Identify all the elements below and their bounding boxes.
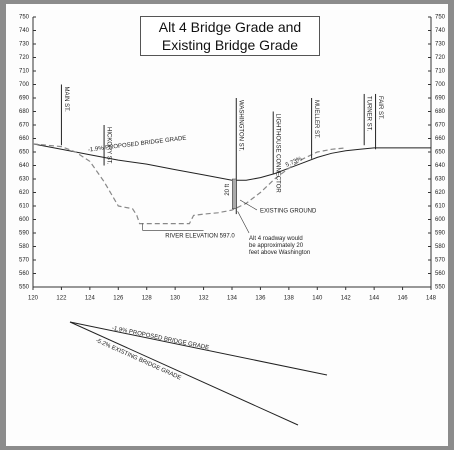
y-tick-label: 690	[435, 96, 446, 102]
y-tick-label: 670	[19, 123, 30, 129]
y-tick-label: 630	[435, 177, 446, 183]
y-tick-label: 660	[19, 136, 30, 142]
y-tick-label: 600	[19, 217, 30, 223]
chart: -1.9% PROPOSED BRIDGE GRADE -5.2% EXISTI…	[0, 0, 454, 450]
y-tick-label: 710	[435, 69, 446, 75]
x-tick-label: 122	[56, 296, 67, 302]
note-line: be approximately 20	[249, 243, 304, 249]
y-tick-label: 570	[435, 258, 446, 264]
y-tick-label: 610	[19, 204, 30, 210]
paper	[6, 4, 448, 446]
y-tick-label: 590	[19, 231, 30, 237]
annotation: 20 ft	[225, 184, 231, 196]
y-tick-label: 620	[435, 190, 446, 196]
y-tick-label: 750	[19, 15, 30, 21]
x-tick-label: 136	[255, 296, 266, 302]
y-tick-label: 710	[19, 69, 30, 75]
x-tick-label: 130	[170, 296, 181, 302]
height-marker	[232, 179, 236, 209]
x-tick-label: 140	[312, 296, 323, 302]
street-label: LIGHTHOUSE CONNECTOR	[275, 114, 281, 194]
note-line: feet above Washington	[249, 250, 310, 256]
y-tick-label: 680	[435, 109, 446, 115]
y-tick-label: 730	[435, 42, 446, 48]
y-tick-label: 630	[19, 177, 30, 183]
y-tick-label: 550	[435, 285, 446, 291]
y-tick-label: 650	[435, 150, 446, 156]
y-tick-label: 580	[19, 244, 30, 250]
y-tick-label: 610	[435, 204, 446, 210]
street-label: MAIN ST.	[63, 87, 69, 113]
x-tick-label: 134	[227, 296, 238, 302]
frame: -1.9% PROPOSED BRIDGE GRADE -5.2% EXISTI…	[0, 0, 454, 450]
x-tick-label: 124	[85, 296, 96, 302]
street-label: WASHINGTON ST.	[238, 100, 244, 152]
y-tick-label: 740	[435, 28, 446, 34]
y-tick-label: 550	[19, 285, 30, 291]
note-line: Alt 4 roadway would	[249, 236, 303, 242]
y-tick-label: 740	[19, 28, 30, 34]
y-tick-label: 580	[435, 244, 446, 250]
x-tick-label: 132	[199, 296, 210, 302]
x-tick-label: 128	[142, 296, 153, 302]
street-label: MUELLER ST.	[313, 100, 319, 139]
y-tick-label: 660	[435, 136, 446, 142]
y-tick-label: 750	[435, 15, 446, 21]
series-label: EXISTING GROUND	[260, 209, 317, 215]
annotation: RIVER ELEVATION 597.0	[165, 233, 235, 239]
x-tick-label: 146	[398, 296, 409, 302]
y-tick-label: 680	[19, 109, 30, 115]
y-tick-label: 640	[435, 163, 446, 169]
y-tick-label: 700	[19, 82, 30, 88]
y-tick-label: 730	[19, 42, 30, 48]
x-tick-label: 144	[369, 296, 380, 302]
street-label: HICKORY ST.	[105, 127, 111, 165]
y-tick-label: 640	[19, 163, 30, 169]
page: -1.9% PROPOSED BRIDGE GRADE -5.2% EXISTI…	[0, 0, 454, 450]
x-tick-label: 148	[426, 296, 437, 302]
x-tick-label: 142	[341, 296, 352, 302]
y-tick-label: 690	[19, 96, 30, 102]
street-label: FAIR ST.	[377, 96, 383, 120]
y-tick-label: 590	[435, 231, 446, 237]
y-tick-label: 560	[435, 271, 446, 277]
y-tick-label: 650	[19, 150, 30, 156]
y-tick-label: 560	[19, 271, 30, 277]
x-tick-label: 138	[284, 296, 295, 302]
x-tick-label: 120	[28, 296, 39, 302]
y-tick-label: 600	[435, 217, 446, 223]
x-tick-label: 126	[113, 296, 124, 302]
street-label: TURNER ST.	[366, 96, 372, 132]
chart-title: Alt 4 Bridge Grade and Existing Bridge G…	[140, 16, 320, 56]
y-tick-label: 720	[435, 55, 446, 61]
y-tick-label: 570	[19, 258, 30, 264]
y-tick-label: 720	[19, 55, 30, 61]
y-tick-label: 620	[19, 190, 30, 196]
y-tick-label: 700	[435, 82, 446, 88]
y-tick-label: 670	[435, 123, 446, 129]
